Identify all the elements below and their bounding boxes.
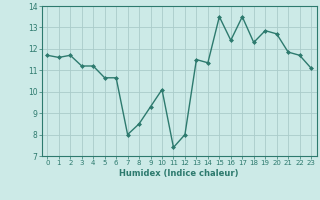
X-axis label: Humidex (Indice chaleur): Humidex (Indice chaleur) (119, 169, 239, 178)
